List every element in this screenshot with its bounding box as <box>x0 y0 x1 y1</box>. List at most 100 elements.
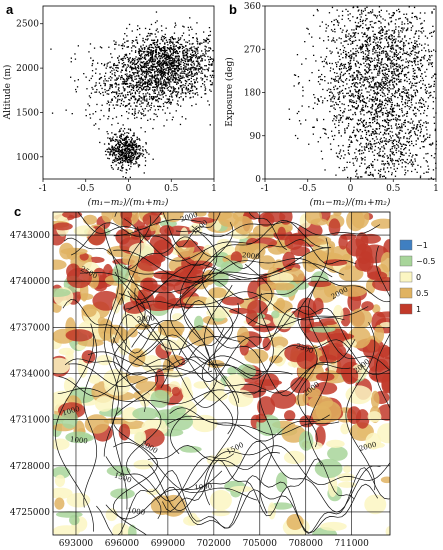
panel-b-point <box>364 159 366 161</box>
panel-a-point <box>142 113 144 115</box>
panel-a-point <box>185 87 188 89</box>
panel-b-point <box>338 98 340 100</box>
panel-b-point <box>371 164 373 167</box>
panel-b-point <box>374 96 377 98</box>
panel-b-point <box>422 79 424 82</box>
panel-a-point <box>166 72 168 74</box>
panel-b-point <box>370 98 373 101</box>
panel-b-point <box>425 75 427 77</box>
panel-a-point <box>192 67 194 69</box>
panel-a-point <box>177 59 179 61</box>
panel-b-point <box>366 55 368 58</box>
panel-b-point <box>385 142 387 145</box>
panel-b-point <box>337 87 339 90</box>
panel-a-point <box>211 64 213 66</box>
panel-b-point <box>348 116 350 118</box>
panel-a-point <box>156 74 158 76</box>
panel-a-point <box>107 151 109 153</box>
panel-b-point <box>359 79 361 81</box>
panel-b-point <box>423 157 425 159</box>
panel-a-point <box>196 77 198 79</box>
panel-b-point <box>428 62 430 64</box>
panel-b-point <box>418 43 421 45</box>
panel-b-point <box>349 118 352 120</box>
panel-a-point <box>119 169 122 171</box>
panel-a-point <box>151 82 154 84</box>
panel-a-point <box>174 73 176 75</box>
panel-a-point <box>125 172 127 174</box>
panel-b-point <box>415 52 418 54</box>
panel-b-point <box>388 57 390 59</box>
panel-b-point <box>395 124 397 126</box>
panel-b-point <box>387 70 390 72</box>
panel-a-point <box>124 143 126 145</box>
panel-a-point <box>195 71 198 74</box>
panel-b-point <box>344 88 347 90</box>
panel-a-point <box>162 64 164 66</box>
panel-b-point <box>356 26 358 28</box>
panel-b-point <box>421 73 423 75</box>
panel-a-point <box>118 157 121 160</box>
panel-a-point <box>130 161 132 163</box>
panel-b-point <box>391 15 393 17</box>
panel-b-point <box>430 62 432 64</box>
panel-b-point <box>361 95 363 97</box>
panel-a-point <box>126 148 128 150</box>
panel-a-point <box>143 57 145 59</box>
panel-a-point <box>122 139 124 141</box>
panel-b-point <box>366 27 368 30</box>
panel-a-point <box>168 68 170 70</box>
panel-b-point <box>374 51 376 54</box>
panel-b-point <box>318 100 320 102</box>
panel-a-point <box>183 46 185 48</box>
panel-b-point <box>354 113 357 116</box>
panel-a-point <box>152 66 155 68</box>
panel-a-point <box>160 71 162 73</box>
panel-b-point <box>377 105 379 107</box>
panel-a-point <box>108 148 111 150</box>
panel-b-point <box>421 65 423 68</box>
panel-b-point <box>380 26 382 28</box>
panel-b-point <box>386 73 389 75</box>
panel-b-point <box>368 174 371 176</box>
panel-a-point <box>164 87 166 90</box>
panel-a-point <box>127 136 129 138</box>
panel-a-point <box>202 78 204 80</box>
panel-a-point <box>116 67 118 69</box>
panel-a-point <box>167 76 169 78</box>
panel-a-point <box>108 147 110 149</box>
panel-a-point <box>182 98 184 100</box>
panel-a-point <box>157 70 160 72</box>
panel-b-point <box>357 106 359 108</box>
panel-a-point <box>161 83 163 85</box>
panel-b-point <box>365 123 367 125</box>
panel-b-point <box>405 94 408 97</box>
panel-a-point <box>113 69 115 71</box>
panel-b-point <box>338 121 340 123</box>
panel-a-point <box>176 57 178 59</box>
panel-b-point <box>373 118 375 120</box>
panel-a-point <box>126 86 129 88</box>
panel-a-point <box>120 142 123 144</box>
panel-b-point <box>381 155 384 158</box>
panel-a-point <box>142 150 144 152</box>
panel-b-point <box>355 139 358 141</box>
panel-b-point <box>413 6 416 9</box>
panel-a-point <box>113 64 115 67</box>
panel-a-point <box>154 74 156 76</box>
panel-a-point <box>198 67 200 70</box>
panel-b-point <box>308 33 310 35</box>
panel-a-point <box>143 47 146 49</box>
panel-a-point <box>201 60 203 62</box>
panel-a-point <box>132 68 134 70</box>
panel-b-point <box>370 134 373 136</box>
panel-a-point <box>130 156 132 158</box>
panel-a-point <box>122 157 124 159</box>
panel-b-point <box>350 177 352 179</box>
panel-a-point <box>167 86 169 88</box>
panel-a-point <box>149 82 151 84</box>
panel-a-point <box>124 41 126 44</box>
panel-b-point <box>418 37 420 40</box>
panel-b-point <box>381 50 383 53</box>
panel-a-point <box>169 85 171 87</box>
